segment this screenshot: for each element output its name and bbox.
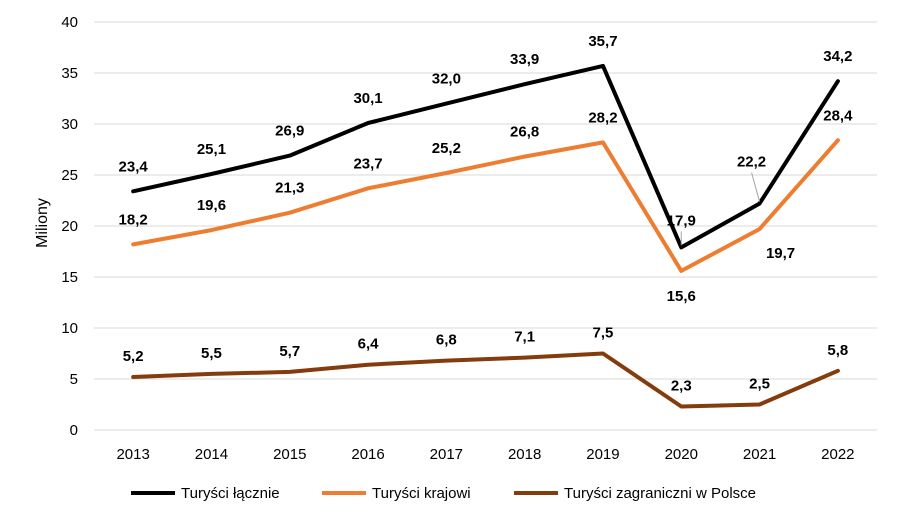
data-label: 2,3 xyxy=(671,378,692,395)
x-tick-label: 2022 xyxy=(821,446,854,463)
data-label: 5,7 xyxy=(279,343,300,360)
legend-item-1: Turyści krajowi xyxy=(322,485,471,502)
data-label: 30,1 xyxy=(353,90,382,107)
gridlines xyxy=(94,21,877,431)
data-label: 5,8 xyxy=(827,342,848,359)
x-tick-label: 2014 xyxy=(195,446,228,463)
data-label: 17,9 xyxy=(667,212,696,229)
data-label: 25,2 xyxy=(432,140,461,157)
data-label: 35,7 xyxy=(588,33,617,50)
data-label: 5,2 xyxy=(123,348,144,365)
legend-item-2: Turyści zagraniczni w Polsce xyxy=(514,485,756,502)
data-label: 18,2 xyxy=(119,211,148,228)
data-labels: 23,4 25,1 26,9 30,1 32,0 33,9 35,7 17,9 22,2 34,2… xyxy=(119,33,854,395)
data-label: 21,3 xyxy=(275,180,304,197)
y-tick-label: 35 xyxy=(61,65,78,82)
x-tick-label: 2021 xyxy=(743,446,776,463)
data-label: 19,6 xyxy=(197,197,226,214)
data-label: 23,7 xyxy=(353,155,382,172)
x-tick-label: 2013 xyxy=(116,446,149,463)
x-tick-label: 2017 xyxy=(430,446,463,463)
y-tick-label: 5 xyxy=(70,371,78,388)
y-axis-ticks: 0 5 10 15 20 25 30 35 40 xyxy=(61,14,78,439)
legend: Turyści łącznie Turyści krajowi Turyści za… xyxy=(131,485,756,502)
x-tick-label: 2019 xyxy=(586,446,619,463)
data-label: 6,4 xyxy=(358,336,380,353)
data-label: 33,9 xyxy=(510,51,539,68)
data-label: 6,8 xyxy=(436,332,457,349)
y-tick-label: 25 xyxy=(61,167,78,184)
data-label: 28,4 xyxy=(823,107,853,124)
legend-label: Turyści krajowi xyxy=(372,485,471,502)
data-label: 7,1 xyxy=(514,329,535,346)
y-tick-label: 0 xyxy=(70,422,78,439)
x-tick-label: 2015 xyxy=(273,446,306,463)
data-label: 15,6 xyxy=(667,288,696,305)
data-label: 25,1 xyxy=(197,141,226,158)
legend-item-0: Turyści łącznie xyxy=(131,485,280,502)
x-tick-label: 2020 xyxy=(665,446,698,463)
data-label: 22,2 xyxy=(737,154,766,171)
data-label: 26,9 xyxy=(275,123,304,140)
data-label: 26,8 xyxy=(510,124,539,141)
data-label: 5,5 xyxy=(201,345,222,362)
series-line-1 xyxy=(131,138,840,273)
data-label: 2,5 xyxy=(749,376,770,393)
y-axis-title: Miliony xyxy=(34,198,51,248)
data-label: 19,7 xyxy=(766,245,795,262)
legend-label: Turyści łącznie xyxy=(181,485,280,502)
data-label: 28,2 xyxy=(588,109,617,126)
data-label: 23,4 xyxy=(119,158,149,175)
label-leader-line xyxy=(751,172,761,202)
series-lines xyxy=(131,63,840,409)
legend-label: Turyści zagraniczni w Polsce xyxy=(564,485,756,502)
data-label: 34,2 xyxy=(823,48,852,65)
x-axis-ticks: 2013 2014 2015 2016 2017 2018 2019 2020 2021 2022 xyxy=(116,446,854,463)
x-tick-label: 2018 xyxy=(508,446,541,463)
data-label: 32,0 xyxy=(432,71,461,88)
series-line-0 xyxy=(131,63,840,250)
y-tick-label: 30 xyxy=(61,116,78,133)
x-tick-label: 2016 xyxy=(351,446,384,463)
y-tick-label: 40 xyxy=(61,14,78,31)
y-tick-label: 15 xyxy=(61,269,78,286)
series-line-2 xyxy=(131,351,840,409)
y-tick-label: 20 xyxy=(61,218,78,235)
data-label: 7,5 xyxy=(593,325,614,342)
y-tick-label: 10 xyxy=(61,320,78,337)
